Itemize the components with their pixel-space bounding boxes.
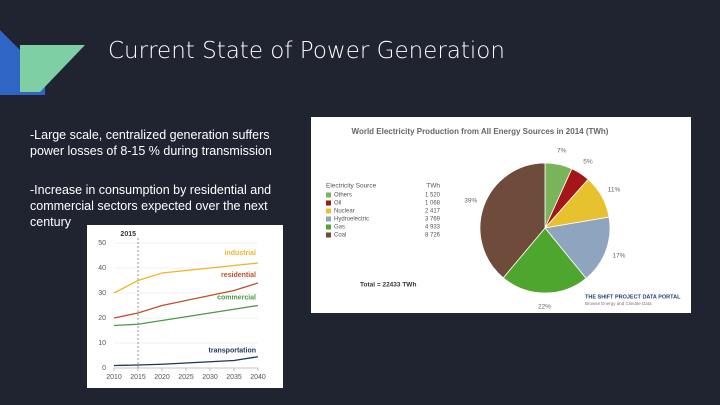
legend-swatch <box>326 208 331 214</box>
share-label: 17% <box>612 252 625 259</box>
value-label: 1 520 <box>425 193 441 199</box>
total: Total = 22433 TWh <box>360 282 416 289</box>
x-tick-label: 2035 <box>226 374 242 381</box>
series-label: transportation <box>209 348 256 355</box>
x-tick-label: 2015 <box>130 374 146 381</box>
legend-header: Electricity Source <box>326 183 377 190</box>
line <box>113 282 259 319</box>
source: Browse Energy and Climate Data <box>585 301 652 306</box>
slide-title: Current State of Power Generation <box>108 38 505 64</box>
legend-header: TWh <box>426 183 440 190</box>
legend-label: Oil <box>334 201 341 207</box>
share-label: 11% <box>608 186 621 193</box>
value-label: 2 417 <box>425 209 441 215</box>
x-tick-label: 2040 <box>250 374 266 381</box>
series-label: residential <box>221 272 256 279</box>
source: THE SHIFT PROJECT DATA PORTAL <box>585 294 681 300</box>
legend-label: Nuclear <box>334 209 355 215</box>
legend-swatch <box>326 216 331 222</box>
x-tick-label: 2010 <box>106 374 122 381</box>
pie-slice <box>479 162 546 279</box>
share-label: 39% <box>464 198 477 205</box>
line <box>113 356 259 367</box>
legend-label: Others <box>334 193 352 199</box>
line <box>113 304 259 327</box>
legend-swatch <box>326 224 331 230</box>
pie-slice <box>544 216 611 279</box>
legend-swatch <box>326 232 331 238</box>
y-tick-label: 50 <box>98 240 106 247</box>
share-label: 22% <box>538 304 551 311</box>
x-tick-label: 2030 <box>202 374 218 381</box>
share-label: 7% <box>557 148 567 155</box>
y-tick-label: 40 <box>98 265 106 272</box>
value-label: 4 933 <box>425 225 441 231</box>
share-label: 5% <box>583 158 593 165</box>
legend-label: Coal <box>334 233 346 239</box>
legend-label: Gas <box>334 225 345 231</box>
bullet: -Increase in consumption by residential … <box>30 183 272 229</box>
y-tick-label: 0 <box>102 365 106 372</box>
series-label: commercial <box>217 294 256 301</box>
legend-label: Hydroelectric <box>334 217 369 223</box>
legend-swatch <box>326 200 331 206</box>
annotation: 2015 <box>120 231 136 238</box>
y-tick-label: 10 <box>98 340 106 347</box>
chart-title: World Electricity Production from All En… <box>352 127 609 136</box>
decor <box>20 45 85 92</box>
series-label: industrial <box>224 250 256 257</box>
x-tick-label: 2020 <box>154 374 170 381</box>
x-tick-label: 2025 <box>178 374 194 381</box>
value-label: 3 769 <box>425 217 441 223</box>
bullet: -Large scale, centralized generation suf… <box>30 128 272 158</box>
line <box>113 262 259 294</box>
value-label: 8 726 <box>425 233 441 239</box>
value-label: 1 068 <box>425 201 441 207</box>
legend-swatch <box>326 192 331 198</box>
y-tick-label: 20 <box>98 315 106 322</box>
pie-slice <box>502 227 587 294</box>
y-tick-label: 30 <box>98 290 106 297</box>
